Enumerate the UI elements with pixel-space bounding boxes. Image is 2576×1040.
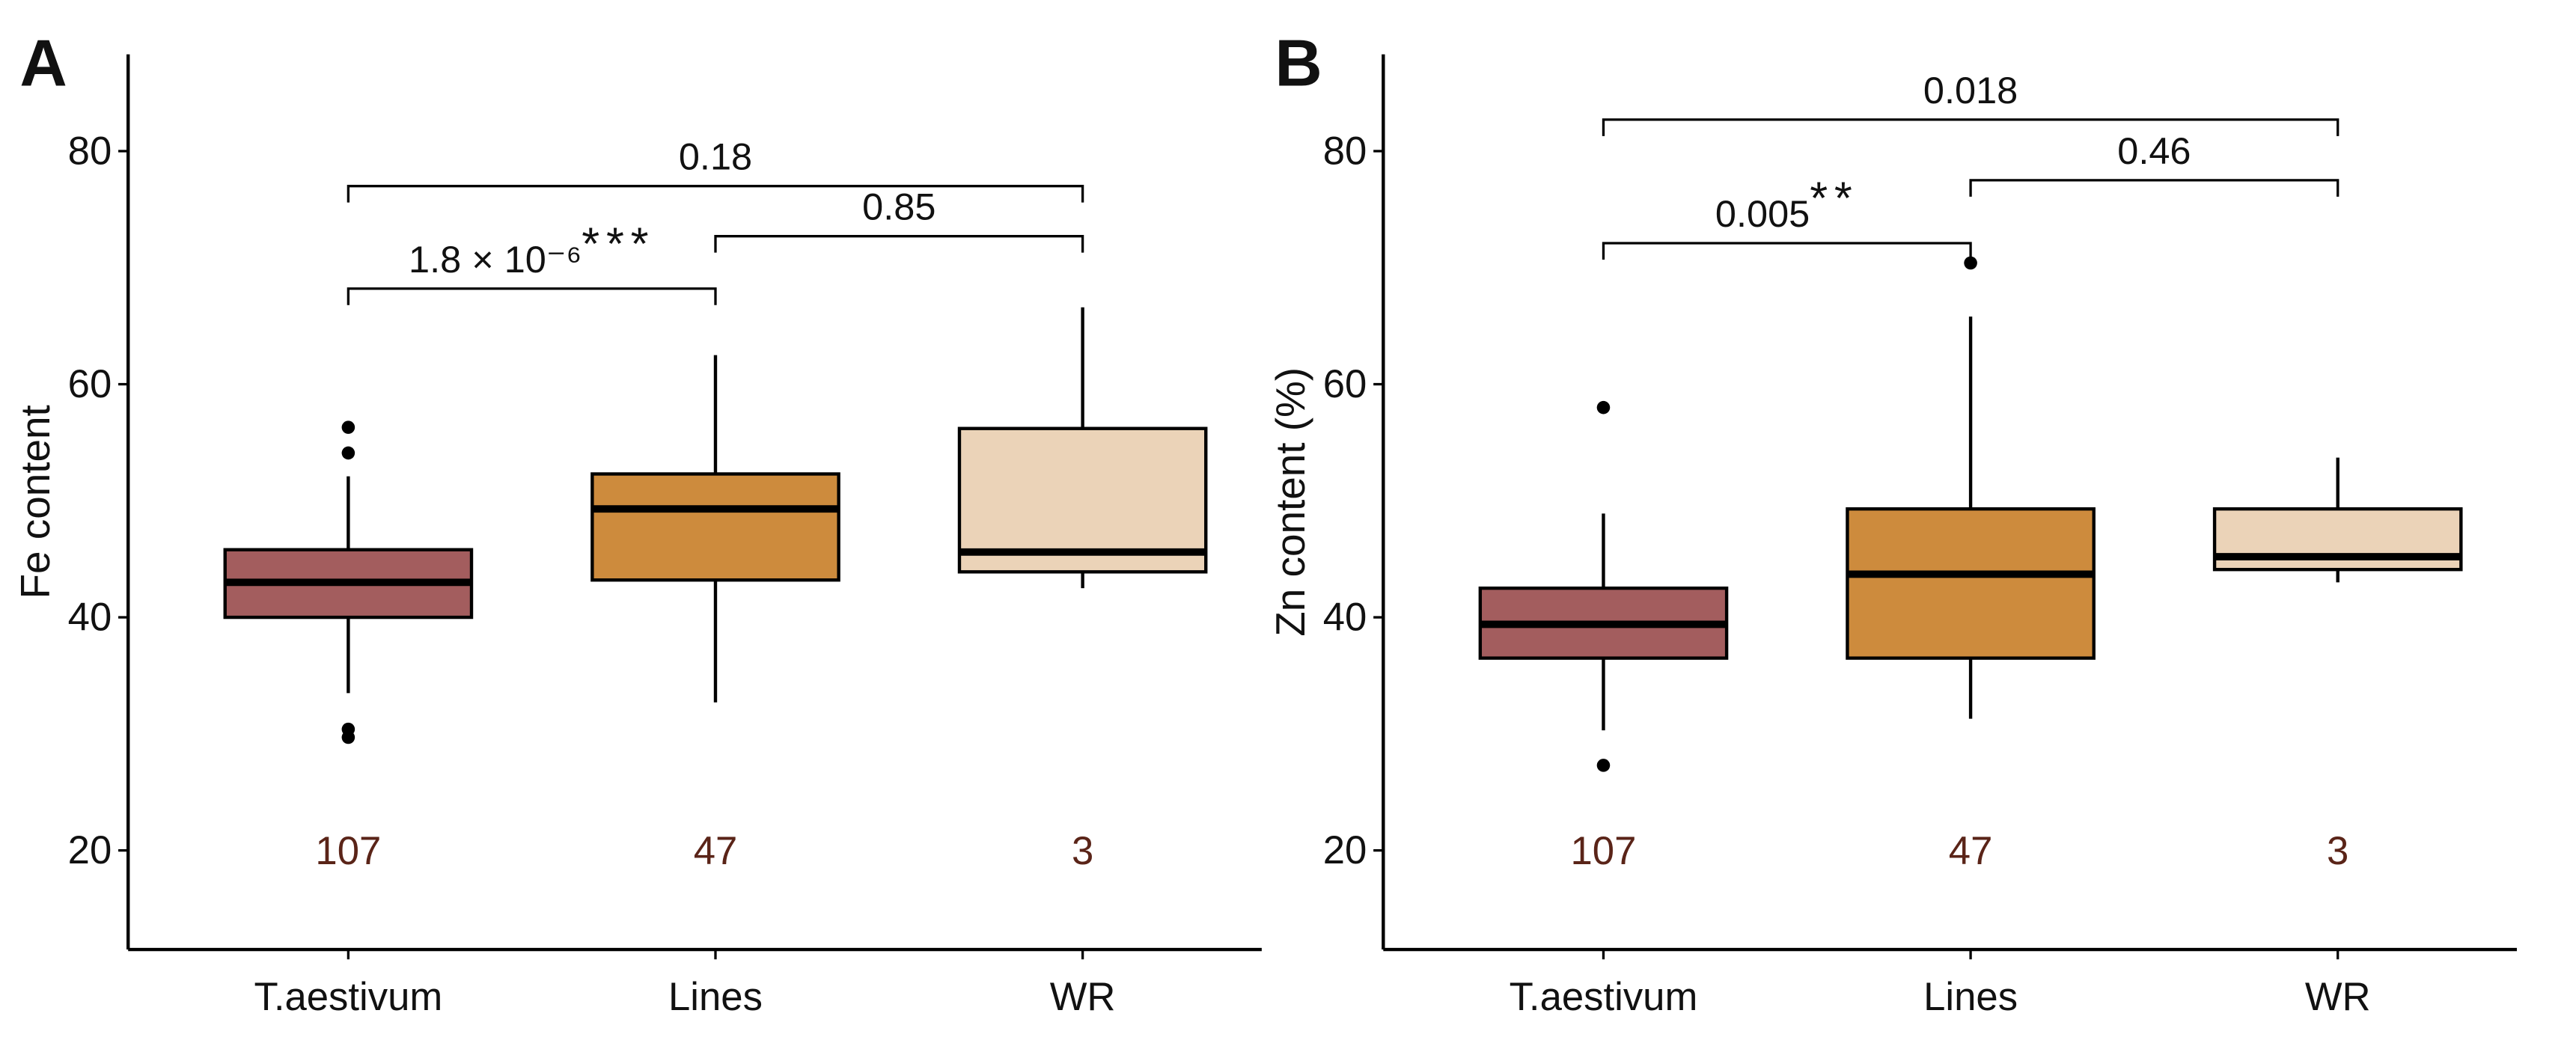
- x-tick-label: Lines: [1923, 975, 2018, 1019]
- outlier: [1596, 400, 1611, 415]
- y-axis-label: Fe content: [12, 405, 58, 599]
- p-value: 0.018: [1923, 69, 2018, 111]
- y-axis-label: Zn content (%): [1267, 367, 1313, 637]
- outlier: [341, 730, 355, 744]
- count-label: 107: [315, 829, 381, 873]
- y-tick-label: 60: [1323, 362, 1367, 406]
- bracket: [1602, 242, 1972, 260]
- significance-stars: ***: [582, 218, 655, 269]
- x-tick-label: T.aestivum: [254, 975, 443, 1019]
- box: [590, 472, 840, 582]
- p-value: 0.18: [679, 135, 752, 178]
- p-value-text: 0.018: [1923, 69, 2018, 111]
- y-tick-label: 40: [1323, 596, 1367, 640]
- panel: A Fe content 20 40 60 80 T.aestivum 107 Lines 47 W…: [12, 26, 1262, 1019]
- p-value: 0.46: [2117, 129, 2191, 172]
- p-value-text: 0.18: [679, 135, 752, 178]
- p-value: 0.005**: [1715, 173, 1859, 236]
- y-tick-label: 20: [1323, 828, 1367, 872]
- p-value-text: 0.85: [862, 186, 936, 228]
- bracket: [347, 287, 717, 305]
- y-tick-label: 20: [68, 828, 112, 872]
- outlier: [1596, 759, 1611, 772]
- count-label: 3: [1072, 829, 1093, 873]
- significance-stars: **: [1810, 173, 1858, 224]
- outlier: [341, 446, 355, 460]
- p-value-text: 1.8 × 10⁻⁶: [409, 238, 582, 281]
- count-label: 47: [1949, 829, 1993, 873]
- count-label: 107: [1571, 829, 1637, 873]
- p-value-text: 0.46: [2117, 129, 2191, 172]
- outlier: [1964, 256, 1977, 270]
- y-tick-label: 80: [68, 129, 112, 174]
- y-tick-label: 80: [1323, 129, 1367, 174]
- p-value-text: 0.005: [1715, 192, 1810, 235]
- x-tick-label: WR: [2305, 975, 2371, 1019]
- x-tick-label: Lines: [668, 975, 763, 1019]
- bracket: [1969, 179, 2340, 197]
- box: [1846, 507, 2096, 660]
- count-label: 47: [694, 829, 738, 873]
- panel-letter: A: [19, 26, 67, 100]
- panel-letter: B: [1275, 26, 1322, 100]
- box: [2212, 507, 2463, 572]
- count-label: 3: [2327, 829, 2348, 873]
- bracket: [714, 235, 1084, 253]
- y-tick-label: 60: [68, 362, 112, 406]
- box: [957, 426, 1208, 574]
- x-tick-label: WR: [1050, 975, 1116, 1019]
- p-value: 1.8 × 10⁻⁶***: [409, 218, 655, 281]
- panel: B Zn content (%) 20 40 60 80 T.aestivum 107 Line…: [1267, 26, 2517, 1019]
- bracket: [1602, 118, 2340, 136]
- p-value: 0.85: [862, 186, 936, 228]
- bracket: [347, 185, 1084, 203]
- outlier: [341, 420, 355, 434]
- y-tick-label: 40: [68, 596, 112, 640]
- x-tick-label: T.aestivum: [1510, 975, 1698, 1019]
